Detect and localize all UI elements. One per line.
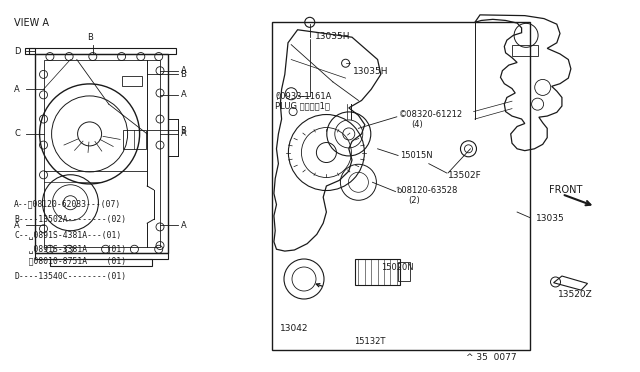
Text: ^ 35  0077: ^ 35 0077 [466, 353, 516, 362]
Text: 13035H: 13035H [353, 67, 388, 76]
Text: ©08320-61212: ©08320-61212 [399, 110, 463, 119]
Text: ␣0891S-3381A    (01): ␣0891S-3381A (01) [14, 244, 126, 253]
Text: B: B [86, 33, 93, 42]
Bar [272, 22, 530, 350]
Text: 13502F: 13502F [448, 171, 482, 180]
Text: 15132T: 15132T [354, 337, 385, 346]
Text: 13520Z: 13520Z [558, 290, 593, 299]
Text: 13042: 13042 [280, 324, 308, 333]
Text: VIEW A: VIEW A [14, 18, 49, 28]
Text: C: C [14, 129, 20, 138]
Text: B: B [180, 70, 186, 79]
Text: 13035: 13035 [536, 214, 565, 223]
Text: A: A [180, 90, 186, 99]
Text: A--␢08120-62033---(07): A--␢08120-62033---(07) [14, 199, 122, 208]
Text: A: A [180, 66, 186, 75]
Text: (4): (4) [412, 120, 423, 129]
Text: 00933-1161A: 00933-1161A [275, 92, 332, 101]
Text: 15015N: 15015N [400, 151, 433, 160]
Text: D----13540C--------(01): D----13540C--------(01) [14, 272, 126, 280]
Text: B: B [180, 126, 186, 135]
Text: A: A [14, 85, 20, 94]
Text: 15020N: 15020N [381, 263, 414, 272]
Text: A: A [180, 129, 186, 138]
Text: ␢08010-8751A    (01): ␢08010-8751A (01) [14, 257, 126, 266]
Text: FRONT: FRONT [549, 185, 582, 195]
Text: A: A [14, 221, 20, 230]
Text: 13035H: 13035H [315, 32, 350, 41]
Text: D: D [14, 47, 20, 56]
Text: B----13502A--------(02): B----13502A--------(02) [14, 215, 126, 224]
Text: ␢08120-63528: ␢08120-63528 [397, 186, 458, 195]
Text: PLUG プラグ（1）: PLUG プラグ（1） [275, 102, 330, 110]
Text: C--␣0891S-4381A---(01): C--␣0891S-4381A---(01) [14, 231, 122, 240]
Text: (2): (2) [408, 196, 420, 205]
Text: A: A [180, 221, 186, 230]
